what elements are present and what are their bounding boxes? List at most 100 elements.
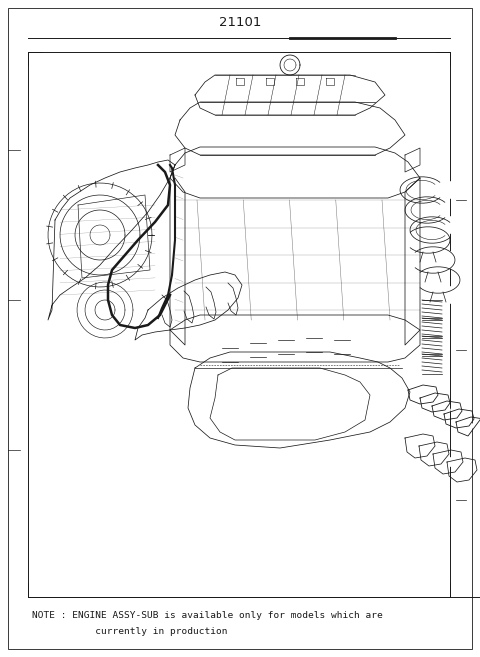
Ellipse shape [342,106,348,110]
Ellipse shape [364,196,376,204]
Ellipse shape [246,363,254,367]
Circle shape [439,461,444,466]
Ellipse shape [64,412,80,418]
Ellipse shape [91,437,99,443]
Ellipse shape [297,166,336,190]
Ellipse shape [84,384,106,399]
Ellipse shape [307,178,329,192]
Ellipse shape [55,431,75,445]
Ellipse shape [424,284,456,306]
Ellipse shape [174,294,182,306]
Ellipse shape [343,129,361,139]
Ellipse shape [140,171,150,179]
Ellipse shape [272,106,278,110]
Ellipse shape [218,127,226,133]
Circle shape [453,476,457,482]
Ellipse shape [455,465,469,475]
Ellipse shape [247,343,269,357]
Ellipse shape [302,433,318,443]
Ellipse shape [67,365,83,375]
Ellipse shape [305,435,315,441]
Circle shape [80,445,84,451]
Ellipse shape [424,214,456,236]
Ellipse shape [89,388,101,396]
Ellipse shape [275,340,297,354]
Bar [28,52,450,597]
Circle shape [424,453,430,457]
Ellipse shape [160,299,172,307]
Text: NOTE : ENGINE ASSY-SUB is available only for models which are: NOTE : ENGINE ASSY-SUB is available only… [32,610,383,620]
Ellipse shape [101,459,109,464]
Ellipse shape [311,196,323,204]
Ellipse shape [312,127,319,133]
Ellipse shape [70,191,80,199]
Circle shape [410,453,416,457]
Ellipse shape [96,404,114,416]
Circle shape [439,468,444,474]
Ellipse shape [119,426,131,434]
Circle shape [87,459,93,464]
Ellipse shape [60,286,70,294]
Ellipse shape [226,287,238,295]
Ellipse shape [155,286,165,294]
Ellipse shape [170,300,200,320]
Ellipse shape [130,453,141,457]
Ellipse shape [432,399,439,405]
Ellipse shape [456,415,463,420]
Ellipse shape [264,127,273,133]
Ellipse shape [219,348,241,362]
Circle shape [140,453,150,463]
Ellipse shape [206,164,234,180]
Ellipse shape [203,123,221,133]
Ellipse shape [174,214,182,226]
Ellipse shape [292,330,308,340]
Ellipse shape [468,424,475,428]
Ellipse shape [204,178,226,192]
Ellipse shape [203,296,228,314]
Ellipse shape [345,169,385,193]
Ellipse shape [303,338,325,352]
Ellipse shape [204,291,216,299]
Ellipse shape [57,409,87,420]
Ellipse shape [100,407,110,413]
Ellipse shape [312,127,330,137]
Circle shape [453,468,457,474]
Circle shape [467,476,471,482]
Ellipse shape [174,254,182,266]
Circle shape [110,460,120,470]
Ellipse shape [236,356,264,374]
Ellipse shape [264,332,280,342]
Ellipse shape [200,160,240,184]
Ellipse shape [98,457,112,467]
Circle shape [77,443,87,453]
Ellipse shape [359,129,377,139]
Ellipse shape [307,106,313,110]
Ellipse shape [320,332,336,342]
Circle shape [424,461,430,466]
Ellipse shape [430,218,450,232]
Ellipse shape [430,183,450,197]
Ellipse shape [257,196,269,204]
Ellipse shape [125,451,145,459]
Ellipse shape [236,335,252,345]
Ellipse shape [444,407,451,413]
Ellipse shape [303,170,331,186]
Ellipse shape [424,249,456,271]
Ellipse shape [331,340,353,354]
Ellipse shape [63,454,81,466]
Ellipse shape [296,127,314,137]
Text: 21101: 21101 [219,16,261,28]
Ellipse shape [430,253,450,267]
Ellipse shape [430,288,450,302]
Ellipse shape [67,457,77,463]
Ellipse shape [424,179,456,201]
Ellipse shape [351,173,379,189]
Ellipse shape [420,392,427,397]
Ellipse shape [256,178,277,192]
Ellipse shape [182,295,194,303]
Ellipse shape [202,106,208,110]
Ellipse shape [358,127,366,133]
Ellipse shape [367,106,373,110]
Text: currently in production: currently in production [32,627,228,637]
Ellipse shape [254,167,282,183]
